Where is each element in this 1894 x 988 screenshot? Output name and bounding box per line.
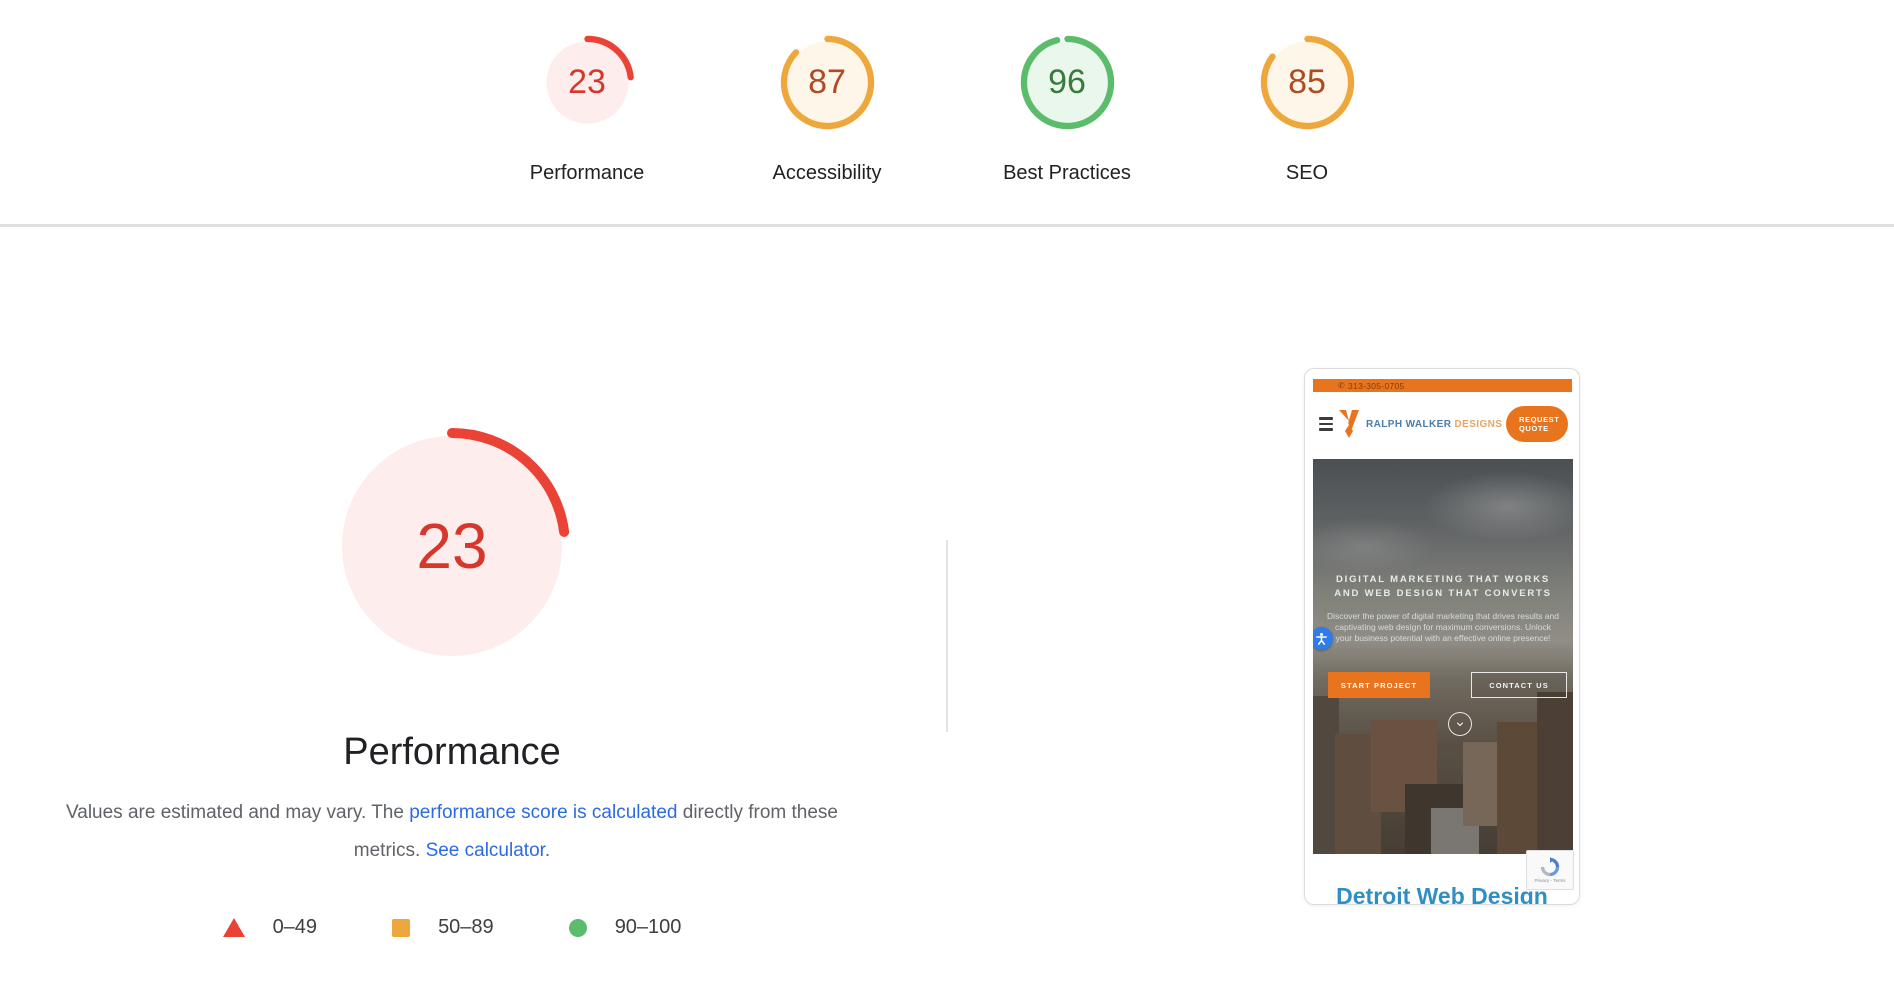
gauge-ring-icon [540, 35, 634, 130]
score-disclaimer: Values are estimated and may vary. The p… [57, 794, 847, 870]
thumb-site-header: RALPH WALKER DESIGNS REQUEST QUOTE [1313, 392, 1572, 456]
score-calculation-link[interactable]: performance score is calculated [409, 802, 678, 823]
gauge-ring-icon [1260, 35, 1354, 130]
gauge-ring-icon [1020, 35, 1114, 130]
building-shape [1463, 742, 1501, 826]
score-gauge-accessibility[interactable]: 87 Accessibility [742, 35, 912, 185]
recaptcha-logo-icon [1540, 857, 1560, 877]
seo-score: 85 [1288, 63, 1326, 101]
thumb-footer-heading: Detroit Web Design [1336, 883, 1548, 905]
hamburger-menu-icon [1319, 417, 1333, 431]
building-shape [1537, 692, 1573, 854]
final-screenshot-thumbnail[interactable]: ✆ 313-305-0705 RALPH WALKER DESIGNS REQU… [1304, 368, 1580, 905]
legend-range: 50–89 [438, 916, 494, 938]
score-gauge-best-practices[interactable]: 96 Best Practices [982, 35, 1152, 185]
disclaimer-text: Values are estimated and may vary. The [66, 802, 410, 823]
see-calculator-link[interactable]: See calculator. [425, 840, 551, 861]
score-gauge-performance[interactable]: 23 Performance [502, 35, 672, 185]
performance-score: 23 [568, 63, 606, 101]
thumb-start-project-button: START PROJECT [1328, 672, 1430, 698]
recaptcha-terms-text: Privacy - Terms [1534, 878, 1566, 883]
building-shape [1313, 696, 1339, 854]
ralph-walker-logo-icon [1339, 410, 1359, 438]
performance-big-score: 23 [416, 510, 488, 582]
thumb-contact-us-button: CONTACT US [1471, 672, 1567, 698]
average-square-icon [392, 918, 411, 937]
legend-range: 0–49 [272, 916, 318, 938]
thumb-hero-heading: DIGITAL MARKETING THAT WORKS AND WEB DES… [1313, 573, 1573, 601]
legend-range: 90–100 [614, 916, 682, 938]
score-gauge-seo[interactable]: 85 SEO [1222, 35, 1392, 185]
performance-gauge: 23 [540, 35, 635, 130]
thumb-hero-paragraph: Discover the power of digital marketing … [1327, 611, 1559, 643]
best-practices-label: Best Practices [1003, 162, 1131, 184]
hero-dark-overlay [1313, 459, 1573, 854]
performance-big-gauge: 23 [332, 426, 572, 666]
accessibility-score: 87 [808, 63, 846, 101]
fail-triangle-icon [222, 918, 245, 937]
gauge-ring-icon [334, 428, 570, 664]
recaptcha-badge: Privacy - Terms [1526, 850, 1574, 890]
thumb-request-quote-button: REQUEST QUOTE [1506, 406, 1568, 442]
pass-circle-icon [568, 918, 587, 937]
brand-suffix: DESIGNS [1454, 418, 1503, 430]
seo-gauge: 85 [1260, 35, 1355, 130]
building-shape [1497, 722, 1541, 854]
hero-heading-line1: DIGITAL MARKETING THAT WORKS [1336, 574, 1550, 585]
thumb-brand-text: RALPH WALKER DESIGNS [1366, 419, 1502, 430]
best-practices-gauge: 96 [1020, 35, 1115, 130]
score-legend: 0–49 50–89 90–100 [0, 916, 904, 939]
section-title: Performance [343, 731, 561, 773]
vertical-divider [946, 540, 948, 732]
accessibility-widget-icon [1313, 627, 1333, 650]
performance-label: Performance [529, 162, 645, 184]
category-scores-row: 23 Performance 87 Accessibility 96 Best … [0, 35, 1894, 185]
brand-name: RALPH WALKER [1366, 418, 1452, 430]
best-practices-score: 96 [1048, 63, 1086, 101]
accessibility-gauge: 87 [780, 35, 875, 130]
section-divider [0, 224, 1894, 227]
seo-label: SEO [1285, 162, 1329, 184]
thumb-phone-number: 313-305-0705 [1348, 380, 1405, 391]
scroll-down-chevron-icon [1448, 712, 1472, 736]
legend-item-fail: 0–49 [222, 916, 318, 939]
gauge-ring-icon [780, 35, 874, 130]
legend-item-average: 50–89 [392, 916, 494, 939]
legend-item-pass: 90–100 [568, 916, 682, 939]
disclaimer-text: directly from these metrics. [353, 802, 838, 861]
phone-icon: ✆ [1338, 381, 1346, 390]
accessibility-label: Accessibility [772, 162, 882, 184]
thumb-phone-bar: ✆ 313-305-0705 [1313, 379, 1572, 392]
thumb-hero-image: DIGITAL MARKETING THAT WORKS AND WEB DES… [1313, 459, 1573, 854]
hero-heading-line2: AND WEB DESIGN THAT CONVERTS [1334, 588, 1552, 599]
